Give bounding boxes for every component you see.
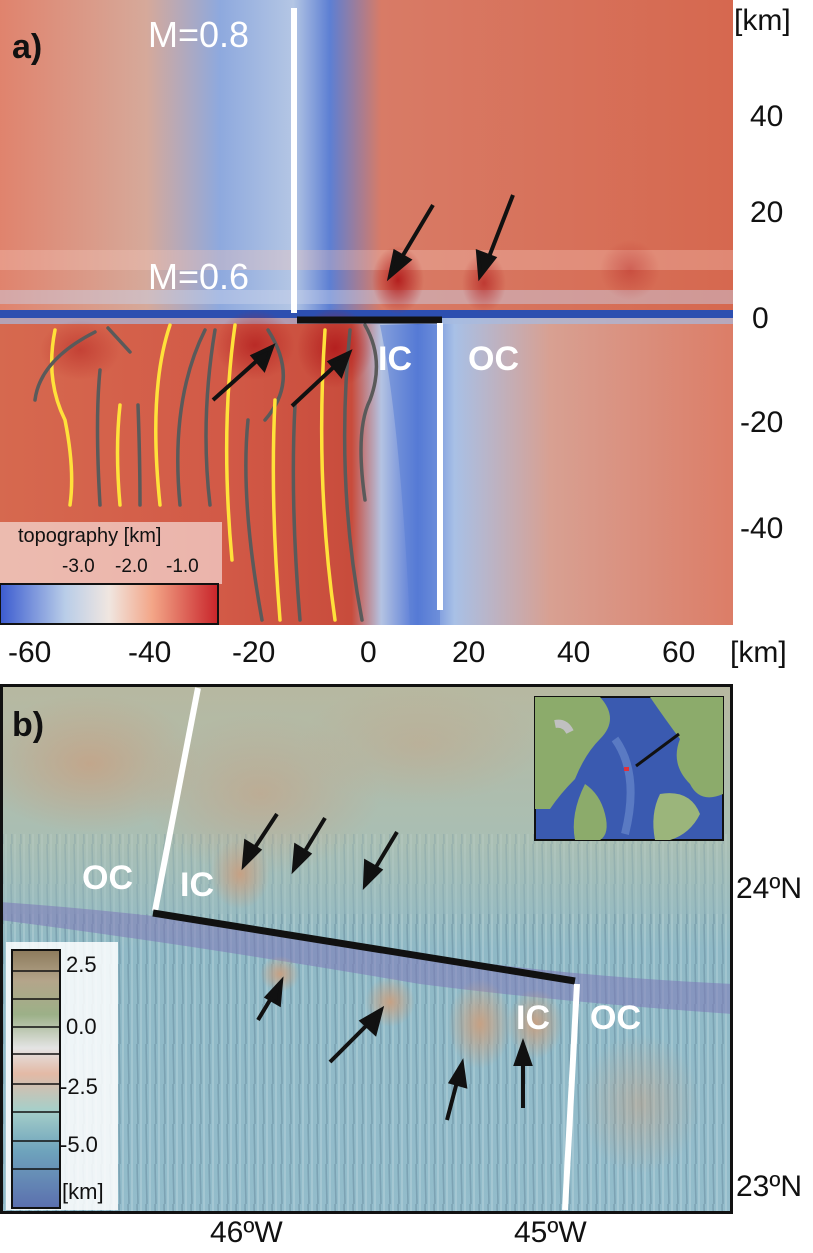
inside-corner-label: IC <box>378 340 412 378</box>
arrowhead <box>513 1037 533 1066</box>
contour-yellow-line <box>49 328 74 507</box>
arrow <box>371 830 399 874</box>
panel-b: b) OC IC IC OC 2.5 0.0 -2.5 -5.0 [km] 24… <box>0 684 813 1253</box>
inside-corner-label-west: IC <box>180 866 214 904</box>
ridge-segment-north <box>152 687 201 912</box>
x-axis-unit: [km] <box>730 636 787 669</box>
contour-yellow-line <box>271 398 282 622</box>
colorbar-tick: -2.0 <box>115 556 148 577</box>
contour-gray-line <box>33 330 97 402</box>
contour-gray-line <box>176 328 207 507</box>
outside-corner-label-west: OC <box>82 859 133 897</box>
colorbar-tick: -5.0 <box>60 1132 98 1157</box>
bathymetry-colorbar <box>11 949 61 1209</box>
m-label-bottom: M=0.6 <box>148 256 250 297</box>
panel-a-topography-map <box>0 0 733 625</box>
topography-colorbar <box>0 583 219 625</box>
arrow <box>250 812 279 854</box>
arrowhead <box>291 842 313 875</box>
arrow <box>485 194 515 263</box>
longitude-tick: 45ºW <box>514 1216 587 1249</box>
panel-a-label: a) <box>12 28 43 66</box>
arrowhead <box>447 1058 468 1089</box>
y-axis-unit: [km] <box>734 4 791 37</box>
arrow <box>290 362 339 408</box>
arrow <box>328 1020 372 1064</box>
x-axis-tick: 60 <box>662 636 696 669</box>
inset-map <box>534 696 724 841</box>
contour-gray-line <box>106 326 132 354</box>
y-axis-tick: 0 <box>752 302 769 335</box>
longitude-tick: 46ºW <box>210 1216 283 1249</box>
y-axis-tick: -40 <box>740 512 784 545</box>
panel-b-label: b) <box>12 706 45 744</box>
outside-corner-label: OC <box>468 340 519 378</box>
latitude-tick: 24ºN <box>736 872 802 905</box>
x-axis-tick: -20 <box>232 636 276 669</box>
x-axis-tick: 40 <box>557 636 591 669</box>
contour-yellow-line <box>319 328 337 622</box>
contour-yellow-line <box>224 323 237 562</box>
arrow <box>300 816 327 858</box>
contour-gray-line <box>359 323 379 502</box>
arrowhead <box>362 858 384 891</box>
outside-corner-label-east: OC <box>590 999 641 1037</box>
colorbar-tick: -1.0 <box>166 556 199 577</box>
contour-gray-line <box>263 328 285 422</box>
arrowhead <box>475 249 498 282</box>
panel-b-bathymetry-map <box>0 684 733 1214</box>
y-axis-tick: -20 <box>740 406 784 439</box>
x-axis-tick: 0 <box>360 636 377 669</box>
colorbar-tick: 0.0 <box>66 1014 97 1039</box>
colorbar-title: topography [km] <box>18 525 162 547</box>
arrowhead <box>263 976 284 1008</box>
arrow <box>211 356 262 402</box>
inside-corner-label-east: IC <box>516 999 550 1037</box>
contour-gray-line <box>136 403 142 507</box>
colorbar-unit: [km] <box>62 1179 104 1204</box>
contour-yellow-line <box>154 323 172 507</box>
contour-yellow-line <box>115 403 122 507</box>
ridge-segment-south <box>562 983 580 1211</box>
contour-gray-line <box>291 403 302 622</box>
arrowhead <box>358 1005 385 1037</box>
transform-fault <box>152 909 576 985</box>
panel-a: a) M=0.8 M=0.6 IC OC topography [km] -3.… <box>0 0 791 669</box>
contour-gray-line <box>204 328 217 507</box>
latitude-tick: 23ºN <box>736 1170 802 1203</box>
m-label-top: M=0.8 <box>148 14 250 55</box>
x-axis-tick: -60 <box>8 636 52 669</box>
y-axis-tick: 20 <box>750 196 784 229</box>
x-axis-tick: 20 <box>452 636 486 669</box>
arrow <box>397 203 435 264</box>
contour-gray-line <box>95 368 102 507</box>
arrowhead <box>241 838 263 871</box>
arrowhead <box>249 343 276 373</box>
contour-gray-line <box>244 418 264 622</box>
colorbar-tick: -2.5 <box>60 1074 98 1099</box>
arrowhead <box>386 248 413 282</box>
x-axis-tick: -40 <box>128 636 172 669</box>
arrowhead <box>326 349 353 379</box>
y-axis-tick: 40 <box>750 100 784 133</box>
colorbar-tick: -3.0 <box>62 556 95 577</box>
contour-gray-line <box>342 328 364 622</box>
colorbar-tick: 2.5 <box>66 952 97 977</box>
